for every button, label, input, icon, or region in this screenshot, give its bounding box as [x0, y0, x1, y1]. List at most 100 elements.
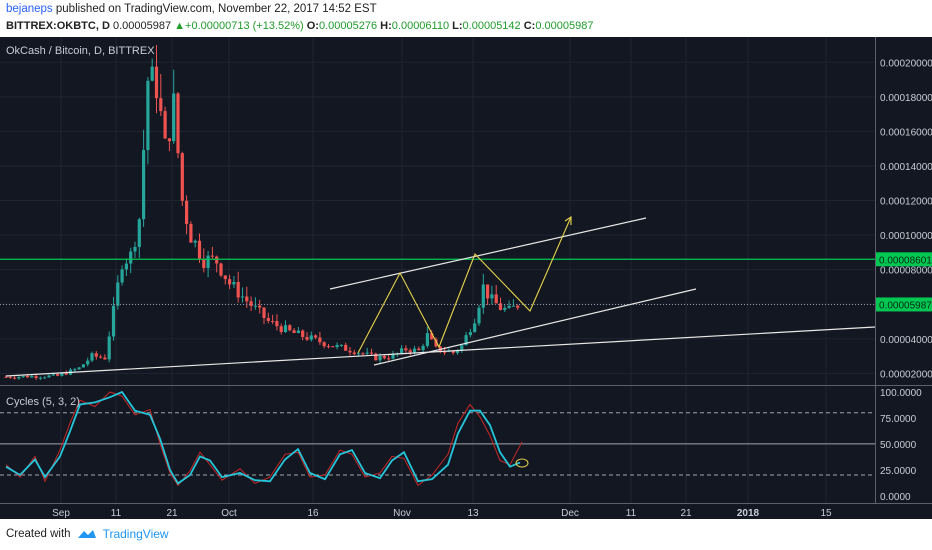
candle-body	[159, 98, 163, 112]
ohlc-line: BITTREX:OKBTC, D 0.00005987 ▲+0.00000713…	[6, 20, 593, 32]
candle-body	[137, 219, 141, 247]
candle-body	[430, 333, 434, 340]
candle-body	[154, 66, 159, 99]
symbol-label: BITTREX:OKBTC, D	[6, 20, 110, 32]
candle-body	[189, 223, 193, 243]
cycles-indicator	[0, 390, 875, 487]
candle-body	[275, 321, 279, 327]
candle-body	[378, 356, 382, 361]
candle-body	[77, 367, 81, 370]
time-tick-label: 11	[626, 508, 637, 519]
price-label-text: 0.00008601	[879, 255, 932, 266]
candle-body	[348, 350, 352, 353]
candle-body	[382, 356, 386, 359]
candle-body	[133, 246, 137, 252]
candle-body	[240, 296, 245, 298]
candle-body	[266, 318, 270, 321]
candle-body	[331, 346, 335, 348]
candle-body	[99, 356, 103, 358]
candle-body	[326, 346, 331, 348]
candle-body	[301, 330, 305, 337]
candle-body	[494, 294, 498, 304]
candle-body	[13, 377, 17, 379]
candle-body	[503, 307, 507, 310]
time-tick-label: 21	[680, 508, 692, 519]
candle-body	[404, 348, 408, 351]
time-tick-label: Oct	[221, 508, 237, 519]
cycle-line	[5, 390, 521, 485]
candle-body	[167, 138, 171, 142]
drawings	[0, 215, 876, 377]
candle-body	[305, 336, 309, 340]
highlight-circle	[515, 458, 529, 468]
candle-body	[391, 354, 395, 359]
candle-body	[408, 350, 412, 353]
candle-body	[335, 344, 339, 347]
candle-body	[425, 333, 429, 346]
candle-body	[434, 339, 438, 347]
time-tick-label: 13	[467, 508, 479, 519]
low-value: 0.00005142	[462, 20, 521, 32]
candle-body	[253, 305, 257, 307]
tradingview-link[interactable]: TradingView	[102, 527, 169, 541]
candle-body	[451, 350, 455, 353]
open-value: 0.00005276	[318, 20, 378, 32]
candle-body	[283, 325, 288, 333]
candle-body	[507, 305, 511, 308]
author-link[interactable]: bejaneps	[6, 3, 53, 15]
candle-body	[197, 240, 202, 259]
price-tick-label: 0.00010000	[880, 231, 932, 242]
candle-body	[498, 303, 503, 310]
candle-body	[460, 345, 464, 351]
candle-body	[387, 358, 391, 360]
support-trendline	[5, 326, 876, 377]
channel-upper-line	[329, 217, 647, 290]
tradingview-logo-icon	[77, 530, 96, 538]
candles	[4, 44, 520, 381]
candle-body	[129, 251, 133, 264]
price-tick-label: 0.00020000	[880, 58, 932, 69]
candle-body	[8, 376, 12, 378]
price-tick-label: 0.00012000	[880, 197, 932, 208]
candle-body	[116, 282, 120, 306]
candle-body	[47, 375, 51, 378]
price-tick-label: 0.00008000	[880, 266, 932, 277]
candle-body	[271, 320, 275, 322]
candle-body	[339, 344, 343, 346]
indicator-axis: 100.0000 75.0000 50.0000 25.0000 0.0000	[880, 388, 922, 503]
candle-body	[262, 307, 266, 319]
time-tick-label: 21	[166, 508, 178, 519]
time-axis: Sep 11 21 Oct 16 Nov 13 Dec 11 21 2018 15	[52, 508, 832, 519]
indicator-tick-label: 50.0000	[880, 440, 917, 451]
candle-body	[107, 336, 111, 360]
candle-body	[51, 374, 55, 376]
candle-body	[296, 330, 300, 334]
candle-body	[146, 80, 150, 151]
candle-body	[344, 344, 348, 351]
channel-lower-line	[373, 288, 697, 366]
candle-body	[374, 353, 378, 361]
candle-body	[400, 348, 404, 354]
candle-body	[279, 326, 283, 333]
candle-body	[21, 375, 25, 377]
candle-body	[352, 352, 356, 355]
candle-body	[185, 200, 189, 224]
last-price: 0.00005987	[112, 20, 172, 32]
candle-body	[232, 281, 236, 285]
candle-body	[30, 376, 34, 378]
indicator-tick-label: 100.0000	[880, 388, 922, 399]
candle-body	[34, 376, 38, 379]
candle-body	[163, 111, 167, 139]
price-tick-label: 0.00002000	[880, 369, 932, 380]
chart-canvas[interactable]: OkCash / Bitcoin, D, BITTREX Cycles (5, …	[0, 37, 932, 519]
open-label: O:	[306, 20, 319, 32]
candle-body	[490, 294, 494, 299]
price-label-box	[876, 252, 932, 267]
price-labels: 0.00008601 0.00005987	[876, 252, 932, 312]
candle-body	[314, 335, 318, 338]
price-tick-label: 0.00018000	[880, 93, 932, 104]
candle-body	[486, 284, 490, 299]
candle-body	[473, 323, 477, 333]
indicator-tick-label: 25.0000	[880, 466, 917, 477]
candle-body	[142, 150, 146, 220]
